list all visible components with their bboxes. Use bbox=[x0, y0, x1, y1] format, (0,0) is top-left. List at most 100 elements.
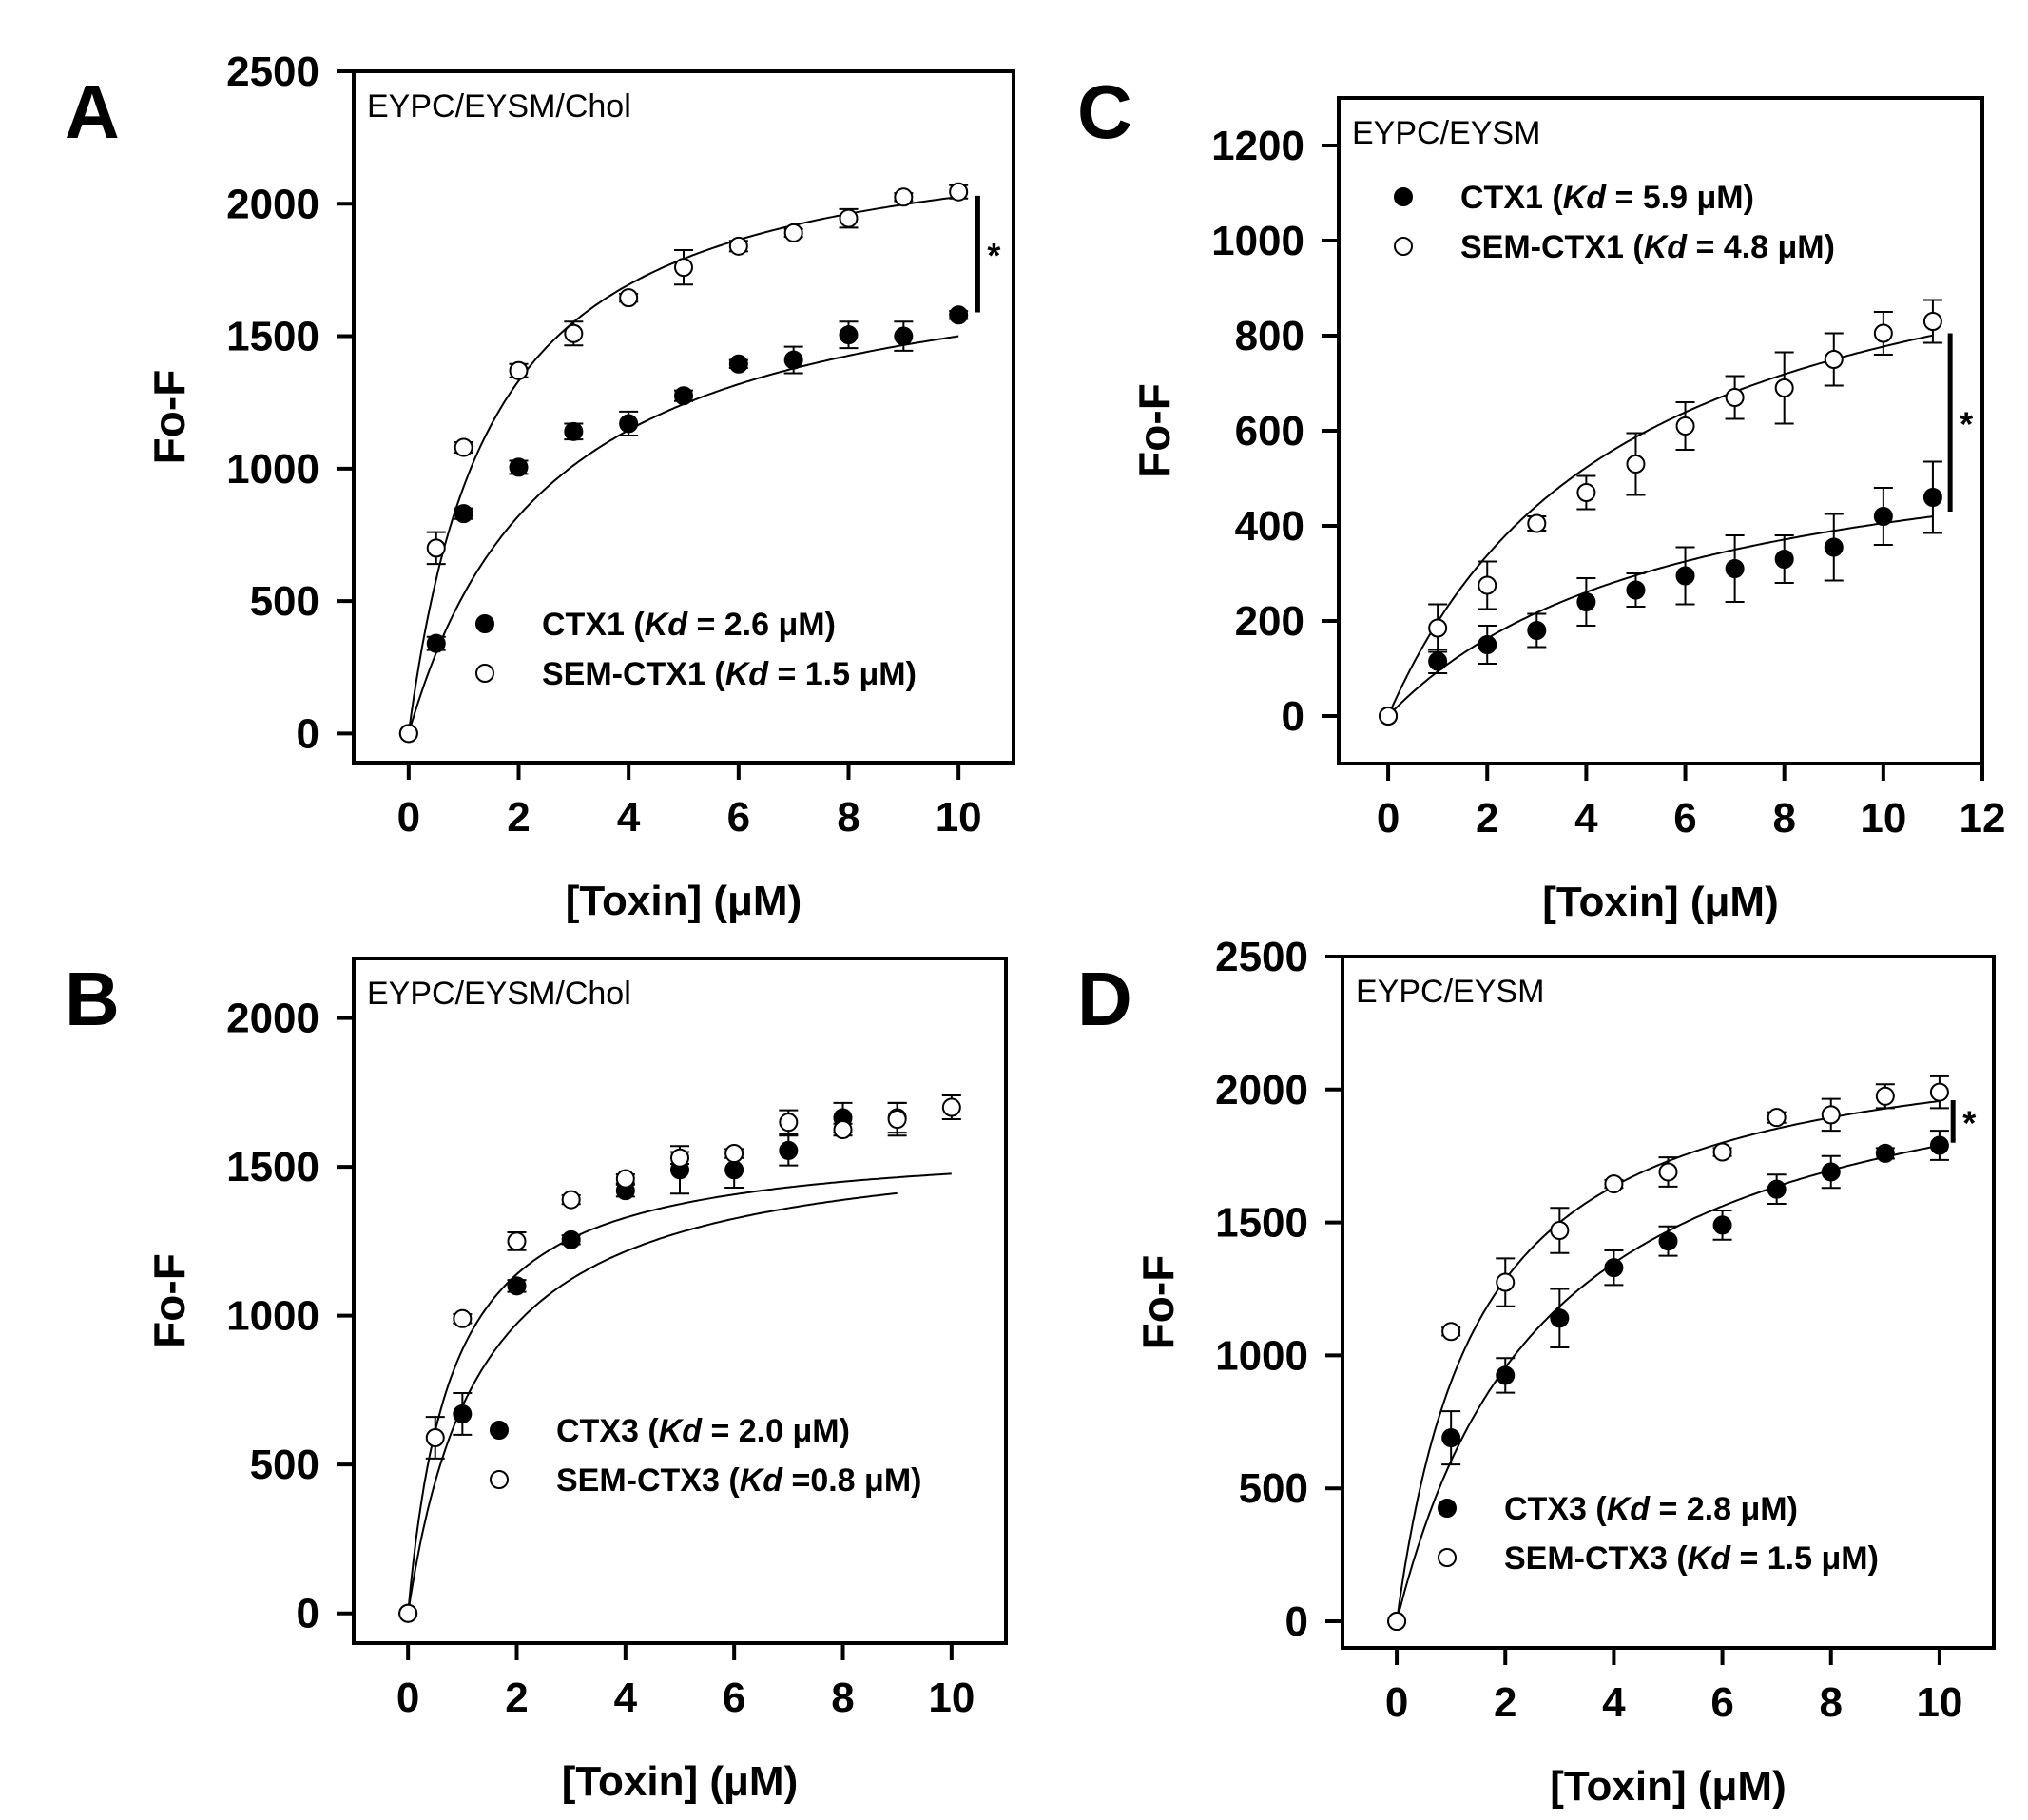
x-tick-label: 4 bbox=[1574, 795, 1598, 842]
fit-curve-sem-toxin bbox=[407, 1172, 952, 1614]
x-tick-label: 2 bbox=[507, 794, 530, 841]
data-point-open bbox=[1774, 378, 1794, 397]
x-tick-label: 10 bbox=[936, 794, 982, 841]
data-point-open bbox=[1379, 707, 1399, 726]
data-point-filled bbox=[507, 1276, 527, 1296]
y-tick-label: 2500 bbox=[1215, 934, 1308, 980]
data-point-filled bbox=[894, 326, 914, 346]
x-tick-label: 8 bbox=[837, 794, 859, 841]
data-point-open bbox=[1821, 1105, 1841, 1125]
legend-entry: CTX3 (Kd = 2.8 μM) bbox=[1504, 1491, 1798, 1527]
x-axis-label: [Toxin] (μM) bbox=[1550, 1763, 1786, 1810]
data-point-filled bbox=[1550, 1308, 1570, 1328]
panel-d: D EYPC/EYSM 0 500 1000 1500 2000 2500 0 2 4 6 8 10 [To… bbox=[1077, 934, 1996, 1810]
significance-star: * bbox=[987, 236, 1000, 275]
data-point-open bbox=[1550, 1221, 1570, 1241]
y-tick-label: 500 bbox=[250, 578, 319, 625]
data-point-open bbox=[1527, 513, 1547, 533]
plot-frame bbox=[352, 69, 1015, 765]
x-tick-label: 2 bbox=[1494, 1679, 1516, 1726]
data-point-open bbox=[1428, 618, 1448, 638]
data-point-open bbox=[1478, 575, 1497, 595]
data-point-filled bbox=[1658, 1231, 1678, 1251]
legend-marker bbox=[1394, 237, 1413, 256]
data-point-open bbox=[1576, 483, 1596, 502]
x-tick-label: 6 bbox=[1673, 795, 1696, 842]
y-tick-label: 0 bbox=[297, 1591, 319, 1637]
x-tick-label: 8 bbox=[1820, 1679, 1843, 1726]
legend-entry: SEM-CTX3 (Kd = 1.5 μM) bbox=[1504, 1540, 1879, 1577]
y-tick-label: 1000 bbox=[1211, 218, 1304, 264]
data-point-filled bbox=[1767, 1179, 1787, 1199]
data-point-open bbox=[615, 1169, 635, 1189]
data-point-filled bbox=[1576, 592, 1596, 611]
data-point-filled bbox=[564, 421, 584, 441]
lipid-annotation: EYPC/EYSM/Chol bbox=[367, 976, 631, 1012]
lipid-annotation: EYPC/EYSM bbox=[1352, 115, 1540, 151]
x-tick-label: 0 bbox=[1385, 1679, 1408, 1726]
data-point-open bbox=[507, 1231, 527, 1251]
data-point-filled bbox=[674, 386, 693, 406]
data-point-filled bbox=[1626, 580, 1646, 600]
x-tick-label: 4 bbox=[614, 1675, 638, 1721]
lipid-annotation: EYPC/EYSM/Chol bbox=[367, 88, 631, 125]
data-point-open bbox=[454, 437, 473, 457]
y-tick-label: 400 bbox=[1235, 503, 1304, 550]
data-point-open bbox=[561, 1190, 581, 1210]
data-point-open bbox=[1675, 416, 1695, 436]
y-tick-label: 600 bbox=[1235, 408, 1304, 455]
data-point-open bbox=[670, 1148, 689, 1168]
data-point-open bbox=[1658, 1162, 1678, 1182]
y-tick-label: 2500 bbox=[226, 48, 319, 95]
panel-c: C EYPC/EYSM 0 200 400 600 800 1000 1200 0 2 4 6 8 10 12… bbox=[1077, 69, 2005, 925]
data-point-open bbox=[894, 187, 914, 207]
lipid-annotation: EYPC/EYSM bbox=[1356, 974, 1544, 1010]
y-axis-label: Fo-F bbox=[1133, 1255, 1183, 1350]
data-point-filled bbox=[1824, 537, 1844, 557]
data-point-filled bbox=[561, 1229, 581, 1249]
data-point-open bbox=[1725, 388, 1745, 407]
data-point-filled bbox=[1875, 1143, 1895, 1163]
x-tick-label: 2 bbox=[1476, 795, 1498, 842]
legend-marker bbox=[490, 1421, 509, 1440]
data-point-open bbox=[1604, 1174, 1624, 1194]
data-point-open bbox=[425, 1428, 445, 1447]
data-point-open bbox=[564, 323, 584, 343]
legend-entry: SEM-CTX3 (Kd =0.8 μM) bbox=[556, 1462, 921, 1499]
data-point-filled bbox=[1821, 1162, 1841, 1182]
data-point-filled bbox=[1527, 621, 1547, 640]
data-point-open bbox=[1873, 323, 1893, 343]
legend-marker bbox=[475, 614, 494, 633]
data-point-open bbox=[1922, 312, 1942, 331]
data-point-filled bbox=[839, 325, 859, 345]
y-tick-label: 0 bbox=[297, 710, 319, 757]
data-point-open bbox=[949, 182, 969, 202]
legend-marker bbox=[1438, 1548, 1457, 1567]
data-point-filled bbox=[1496, 1365, 1516, 1385]
fit-curve-toxin bbox=[407, 1191, 898, 1614]
y-tick-label: 2000 bbox=[226, 996, 319, 1042]
data-point-filled bbox=[1712, 1215, 1732, 1235]
data-point-filled bbox=[1604, 1258, 1624, 1278]
y-tick-label: 1500 bbox=[226, 314, 319, 360]
panel-letter: D bbox=[1077, 957, 1132, 1041]
data-point-filled bbox=[724, 1160, 744, 1180]
x-tick-label: 2 bbox=[505, 1675, 528, 1721]
legend-marker bbox=[490, 1470, 509, 1489]
y-axis-label: Fo-F bbox=[145, 370, 194, 465]
y-tick-label: 1000 bbox=[226, 1293, 319, 1340]
x-axis-label: [Toxin] (μM) bbox=[566, 878, 802, 924]
legend-marker bbox=[1394, 187, 1413, 206]
data-point-filled bbox=[454, 504, 473, 524]
data-point-open bbox=[1824, 350, 1844, 369]
data-point-filled bbox=[1478, 635, 1497, 654]
data-point-open bbox=[887, 1110, 907, 1130]
data-point-open bbox=[783, 223, 803, 242]
y-tick-label: 200 bbox=[1235, 598, 1304, 645]
data-point-filled bbox=[779, 1140, 799, 1160]
data-point-filled bbox=[1441, 1428, 1461, 1448]
data-point-open bbox=[453, 1308, 473, 1328]
significance-star: * bbox=[1962, 1103, 1976, 1142]
data-point-open bbox=[1767, 1108, 1787, 1128]
